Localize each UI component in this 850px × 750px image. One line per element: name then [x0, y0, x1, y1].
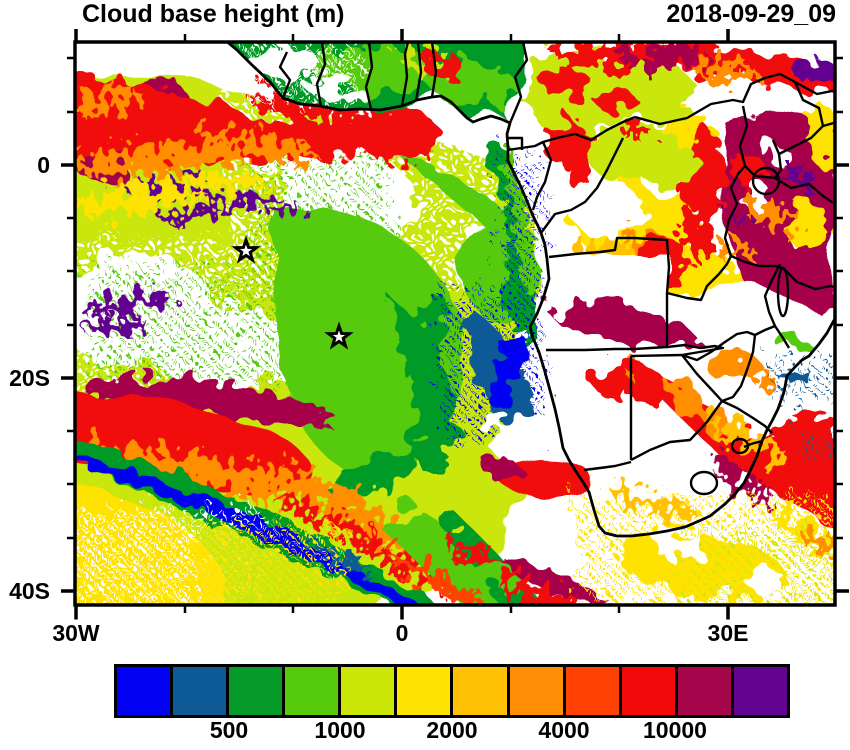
- colorbar-cell: [117, 667, 174, 715]
- timestamp-label: 2018-09-29_09: [666, 0, 836, 28]
- colorbar-cell: [397, 667, 454, 715]
- colorbar-cell: [173, 667, 230, 715]
- colorbar-cell: [621, 667, 678, 715]
- colorbar-cell: [509, 667, 566, 715]
- colorbar-label-2000: 2000: [426, 717, 478, 743]
- colorbar-label-10000: 10000: [643, 717, 707, 743]
- axis-ticks: [61, 29, 849, 620]
- cloud-field-layer: [75, 42, 835, 605]
- colorbar-cell: [733, 667, 787, 715]
- country-borders: [278, 42, 835, 496]
- y-axis-label-0: 0: [37, 152, 50, 178]
- colorbar-label-4000: 4000: [538, 717, 590, 743]
- page-title: Cloud base height (m): [82, 0, 345, 28]
- star-marker: [231, 235, 261, 264]
- colorbar-cell: [677, 667, 734, 715]
- x-axis-label-0: 0: [395, 620, 409, 646]
- x-axis-label-30w: 30W: [52, 620, 100, 646]
- colorbar-cell: [229, 667, 286, 715]
- y-axis-label-40s: 40S: [9, 578, 50, 604]
- colorbar-cell: [565, 667, 622, 715]
- colorbar-label-500: 500: [209, 717, 249, 743]
- map-frame: [73, 40, 837, 607]
- x-axis-label-30e: 30E: [707, 620, 749, 646]
- colorbar-label-1000: 1000: [314, 717, 366, 743]
- colorbar-cell: [453, 667, 510, 715]
- coastline: [225, 42, 835, 538]
- colorbar: [114, 664, 790, 718]
- map-canvas: [61, 29, 849, 620]
- y-axis-label-20s: 20S: [9, 365, 50, 391]
- colorbar-cell: [341, 667, 398, 715]
- colorbar-cell: [285, 667, 342, 715]
- star-marker: [324, 321, 354, 350]
- star-markers: [231, 235, 354, 350]
